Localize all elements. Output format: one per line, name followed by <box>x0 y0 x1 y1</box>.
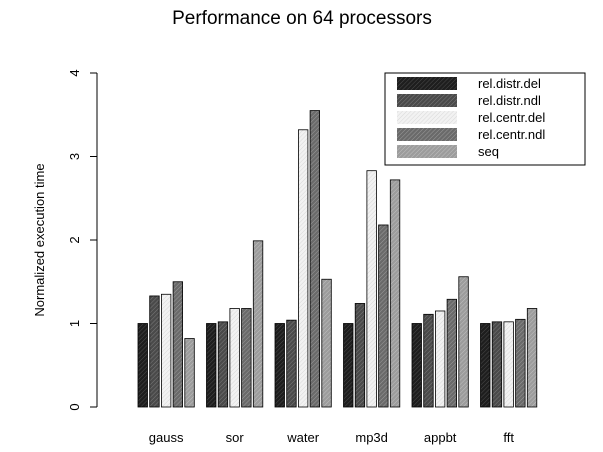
bar-mp3d-rel-distr-del <box>343 323 354 408</box>
legend-swatch <box>397 145 457 158</box>
legend-label: rel.distr.del <box>478 76 541 91</box>
bar-sor-rel-centr-ndl <box>241 308 252 408</box>
bar-sor-seq <box>252 240 264 408</box>
y-axis-label: Normalized execution time <box>32 163 47 316</box>
legend-label: rel.centr.ndl <box>478 127 545 142</box>
legend-swatch <box>397 111 457 124</box>
legend-swatch <box>397 94 457 107</box>
bar-appbt-rel-distr-del <box>411 323 422 408</box>
bar-appbt-rel-centr-del <box>434 310 446 408</box>
y-tick-label: 3 <box>67 153 82 160</box>
bar-fft-seq <box>526 308 538 408</box>
bar-mp3d-seq <box>389 179 401 408</box>
bar-mp3d-rel-centr-del <box>366 170 377 408</box>
category-label-water: water <box>286 430 319 445</box>
bar-gauss-rel-centr-del <box>160 293 172 408</box>
legend-label: rel.centr.del <box>478 110 545 125</box>
category-label-appbt: appbt <box>424 430 457 445</box>
category-label-mp3d: mp3d <box>355 430 388 445</box>
bar-mp3d-rel-centr-ndl <box>378 224 389 408</box>
legend-label: rel.distr.ndl <box>478 93 541 108</box>
legend: rel.distr.del rel.distr.ndl rel.centr.del r… <box>384 72 586 166</box>
bar-sor-rel-centr-del <box>229 308 240 408</box>
bar-gauss-rel-distr-ndl <box>149 295 160 408</box>
category-label-sor: sor <box>226 430 245 445</box>
bars <box>137 110 538 408</box>
bar-water-rel-centr-del <box>297 129 309 408</box>
bar-water-rel-distr-ndl <box>286 319 297 408</box>
bar-appbt-seq <box>458 276 469 408</box>
bar-appbt-rel-centr-ndl <box>446 298 458 408</box>
bar-gauss-rel-distr-del <box>137 323 148 408</box>
legend-swatch <box>397 77 457 90</box>
category-label-gauss: gauss <box>149 430 184 445</box>
y-tick-label: 0 <box>67 403 82 410</box>
bar-sor-rel-distr-ndl <box>217 321 229 408</box>
bar-water-seq <box>321 278 332 408</box>
y-tick-label: 2 <box>67 236 82 243</box>
bar-mp3d-rel-distr-ndl <box>354 303 366 408</box>
y-axis: 0 1 2 3 4 <box>67 69 98 411</box>
bar-fft-rel-distr-ndl <box>491 321 503 408</box>
bar-fft-rel-distr-del <box>480 323 491 408</box>
bar-sor-rel-distr-del <box>206 323 217 408</box>
bar-gauss-seq <box>184 338 195 408</box>
legend-label: seq <box>478 144 499 159</box>
bar-gauss-rel-centr-ndl <box>172 281 184 408</box>
bar-fft-rel-centr-ndl <box>515 318 526 408</box>
category-labels: gauss sor water mp3d appbt fft <box>149 430 515 445</box>
bar-water-rel-centr-ndl <box>309 110 321 408</box>
legend-swatch <box>397 128 457 141</box>
y-tick-label: 4 <box>67 69 82 76</box>
bar-water-rel-distr-del <box>274 323 285 408</box>
category-label-fft: fft <box>503 430 514 445</box>
bar-fft-rel-centr-del <box>503 321 514 408</box>
y-tick-label: 1 <box>67 320 82 327</box>
bar-appbt-rel-distr-ndl <box>423 313 434 408</box>
chart-title: Performance on 64 processors <box>172 8 432 29</box>
